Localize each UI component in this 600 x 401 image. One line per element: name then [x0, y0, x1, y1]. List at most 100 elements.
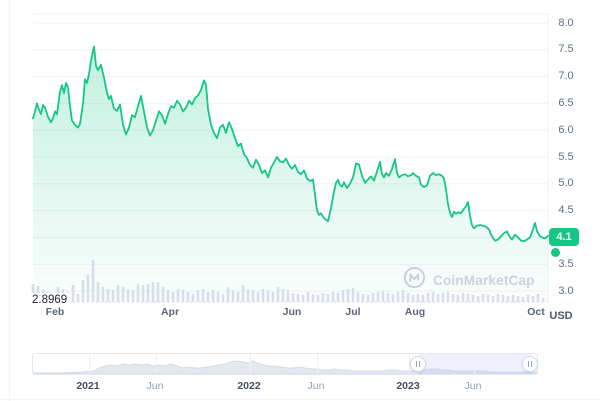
volume-bar [521, 297, 525, 302]
volume-bar [511, 295, 515, 302]
volume-bar [121, 287, 125, 302]
volume-bar [301, 295, 305, 302]
brush-handle-left[interactable] [410, 356, 426, 372]
volume-bar [356, 292, 360, 302]
volume-bar [181, 290, 185, 302]
brush-handle-right[interactable] [522, 356, 538, 372]
volume-bar [71, 285, 75, 302]
price-line [32, 45, 549, 243]
volume-bar [161, 287, 165, 302]
volume-bar [446, 292, 450, 302]
watermark: CoinMarketCap [403, 266, 535, 294]
volume-bar [421, 295, 425, 302]
brush-gridline [409, 354, 410, 374]
volume-bar [86, 275, 90, 302]
volume-bar [476, 296, 480, 302]
volume-bar [411, 295, 415, 302]
volume-bar [486, 295, 490, 302]
volume-bar [346, 289, 350, 302]
volume-bar [376, 292, 380, 302]
brush-gridline [317, 354, 318, 374]
current-price-badge: 4.1 [549, 228, 579, 246]
volume-bar [381, 291, 385, 302]
x-axis-label: Aug [404, 306, 426, 318]
volume-bar [271, 292, 275, 302]
y-axis-label: 3.5 [558, 257, 574, 270]
timeline-brush[interactable] [32, 353, 538, 375]
volume-bar [166, 290, 170, 302]
x-axis-label: Oct [527, 306, 545, 318]
volume-bar [396, 292, 400, 302]
x-axis-label: Jul [345, 306, 361, 318]
volume-bar [406, 293, 410, 302]
last-price-dot [551, 248, 560, 257]
volume-bar [456, 295, 460, 302]
volume-bar [76, 294, 80, 302]
volume-bar [206, 292, 210, 302]
y-axis-label: 7.5 [558, 43, 574, 56]
volume-bar [251, 290, 255, 302]
volume-bar [101, 287, 105, 302]
volume-bar [341, 290, 345, 302]
volume-bar [241, 285, 245, 302]
volume-bar [461, 293, 465, 302]
brush-axis-label: Jun [146, 380, 164, 392]
main-chart-canvas[interactable] [0, 0, 600, 345]
volume-bar [276, 287, 280, 302]
y-axis-label: 3.0 [558, 284, 574, 297]
period-low-label: 2.8969 [28, 293, 72, 307]
brush-axis-label: Jun [464, 380, 482, 392]
volume-bar [441, 293, 445, 302]
volume-bar [336, 293, 340, 302]
volume-bar [416, 294, 420, 302]
volume-bar [496, 294, 500, 302]
volume-bar [236, 292, 240, 302]
brush-gridline [474, 354, 475, 374]
volume-bar [141, 285, 145, 302]
volume-bar [326, 294, 330, 302]
volume-bar [131, 290, 135, 302]
x-axis-label: Feb [45, 306, 65, 318]
volume-bar [516, 296, 520, 302]
volume-bar [96, 282, 100, 302]
coinmarketcap-logo-icon [403, 266, 426, 294]
brush-silhouette [33, 360, 537, 374]
volume-bar [471, 295, 475, 302]
brush-axis-label: 2021 [76, 380, 100, 392]
currency-unit-label: USD [549, 310, 573, 322]
volume-bar [176, 289, 180, 302]
brush-selected-range[interactable] [419, 354, 531, 374]
volume-bar [351, 288, 355, 302]
volume-bar [331, 292, 335, 302]
volume-bar [371, 293, 375, 302]
y-axis-label: 5.5 [558, 150, 574, 163]
volume-bar [431, 292, 435, 302]
volume-bar [426, 293, 430, 302]
x-axis-label: Apr [160, 306, 180, 318]
volume-bar [386, 293, 390, 302]
volume-bar [151, 282, 155, 302]
volume-bar [526, 295, 530, 302]
volume-bar [536, 294, 540, 302]
bottom-border-line [0, 399, 600, 400]
y-axis-label: 8.0 [558, 16, 574, 29]
volume-bar [436, 294, 440, 302]
brush-gridline [89, 354, 90, 374]
y-axis-label: 5.0 [558, 177, 574, 190]
x-axis-label: Jun [282, 306, 302, 318]
volume-bar [391, 294, 395, 302]
volume-bar [226, 287, 230, 302]
volume-bar [531, 296, 535, 302]
volume-bar [231, 290, 235, 302]
volume-bar [136, 284, 140, 302]
volume-bar [541, 298, 545, 302]
volume-bar [81, 280, 85, 302]
volume-bar [116, 285, 120, 302]
volume-bar [321, 293, 325, 302]
volume-bar [491, 296, 495, 302]
volume-bar [481, 294, 485, 302]
volume-bar [106, 289, 110, 302]
volume-bar [201, 289, 205, 302]
volume-bar [256, 292, 260, 302]
